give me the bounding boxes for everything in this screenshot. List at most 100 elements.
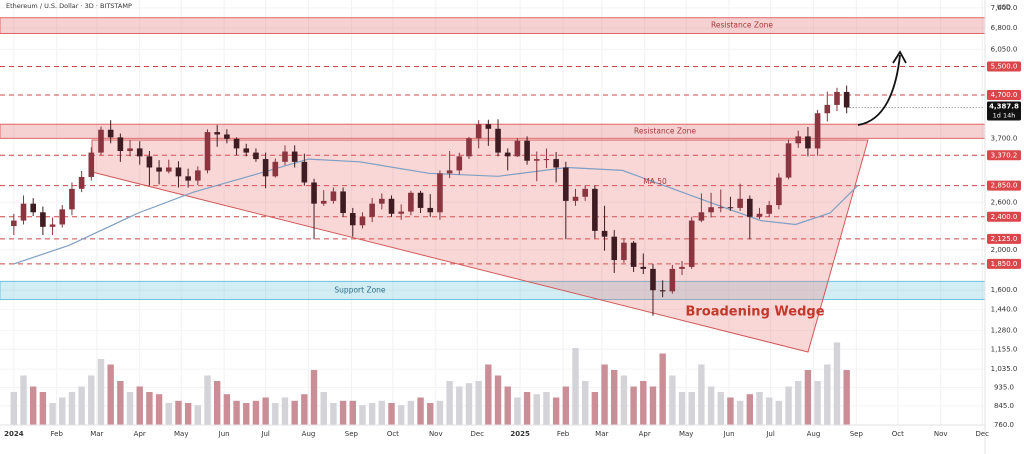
candle-body	[756, 213, 763, 217]
volume-bar	[446, 381, 453, 425]
volume-bar	[814, 381, 821, 425]
y-tick-label: 845.0	[994, 402, 1014, 410]
x-tick-label: Nov	[429, 430, 443, 438]
candle-body	[214, 132, 220, 135]
candle-body	[514, 140, 521, 157]
volume-bar	[88, 375, 95, 425]
volume-bar	[20, 375, 27, 425]
y-tick-label: 760.0	[994, 421, 1014, 429]
volume-bar	[698, 364, 705, 425]
volume-bar	[727, 397, 734, 425]
x-tick-label: Jul	[765, 430, 775, 438]
candle-body	[98, 129, 104, 153]
level-badge	[987, 211, 1021, 222]
volume-bar	[417, 397, 424, 425]
volume-bar	[465, 383, 473, 425]
volume-bar	[543, 392, 550, 425]
volume-bar	[233, 400, 240, 425]
candle-body	[611, 236, 618, 261]
candle-body	[640, 266, 647, 269]
candle-body	[224, 134, 230, 139]
volume-bar	[533, 394, 540, 425]
candle-body	[11, 220, 17, 227]
candle-body	[843, 91, 850, 108]
candle-body	[253, 152, 259, 160]
candle-body	[592, 188, 598, 231]
y-tick-label: 6,050.0	[991, 45, 1018, 53]
volume-bar	[272, 403, 279, 425]
level-badge	[987, 150, 1021, 161]
level-badge	[987, 61, 1021, 72]
candle-body	[437, 173, 443, 213]
volume-bar	[49, 403, 56, 425]
candle-body	[59, 209, 66, 225]
candle-body	[117, 137, 124, 152]
volume-bar	[117, 381, 124, 425]
volume-bar	[436, 400, 444, 425]
y-tick-label: 1,035.0	[991, 365, 1018, 373]
volume-bar	[833, 342, 841, 425]
candle-body	[553, 159, 559, 168]
candle-body	[650, 268, 656, 291]
projection-arrow-head	[892, 50, 907, 64]
candle-body	[204, 132, 211, 171]
volume-bar	[494, 375, 502, 425]
volume-bar	[194, 405, 202, 425]
candle-body	[601, 230, 608, 237]
candle-body	[446, 170, 453, 174]
candle-body	[814, 113, 821, 149]
volume-bar	[427, 403, 434, 425]
volume-bar	[746, 394, 754, 425]
candle-body	[708, 207, 714, 213]
volume-bar	[523, 392, 531, 425]
volume-bar	[591, 392, 599, 425]
x-tick-label: Sep	[345, 430, 359, 438]
candle-body	[233, 138, 240, 149]
candle-body	[785, 143, 792, 178]
volume-bar	[339, 400, 347, 425]
volume-bar	[795, 381, 802, 425]
x-tick-label: 2024	[4, 430, 24, 438]
candle-body	[621, 242, 627, 261]
volume-bar	[330, 403, 337, 425]
volume-bar	[368, 403, 376, 425]
volume-bar	[378, 400, 386, 425]
candle-body	[369, 203, 375, 217]
candle-body	[659, 290, 666, 292]
x-tick-label: Oct	[387, 430, 399, 438]
volume-bar	[262, 397, 269, 425]
volume-bar	[572, 348, 579, 425]
x-tick-label: Dec	[471, 430, 485, 438]
candle-body	[349, 213, 356, 226]
volume-bar	[397, 405, 405, 425]
volume-bar	[39, 392, 47, 425]
y-tick-label: 7,600.0	[991, 4, 1018, 12]
candle-body	[359, 216, 366, 226]
candle-body	[40, 212, 46, 227]
candle-body	[88, 152, 95, 177]
volume-bar	[310, 370, 318, 425]
y-tick-label: 2,000.0	[991, 246, 1018, 254]
volume-bar	[243, 403, 250, 425]
volume-bar	[184, 403, 192, 425]
volume-bar	[291, 400, 298, 425]
candle-body	[195, 170, 201, 181]
currency-label: USD	[997, 3, 1011, 11]
candle-body	[572, 196, 579, 201]
candle-body	[485, 124, 492, 129]
projection-arrow	[857, 54, 901, 126]
volume-bar	[107, 364, 114, 425]
volume-bar	[620, 375, 628, 425]
x-tick-label: Sep	[850, 430, 864, 438]
last-price-label: 4,387.8	[989, 102, 1019, 110]
candle-body	[136, 148, 143, 157]
candle-body	[834, 91, 840, 105]
x-tick-label: Nov	[934, 430, 948, 438]
volume-bar	[785, 386, 792, 425]
candle-body	[320, 200, 327, 204]
candle-body	[185, 176, 191, 181]
volume-bar	[824, 364, 831, 425]
